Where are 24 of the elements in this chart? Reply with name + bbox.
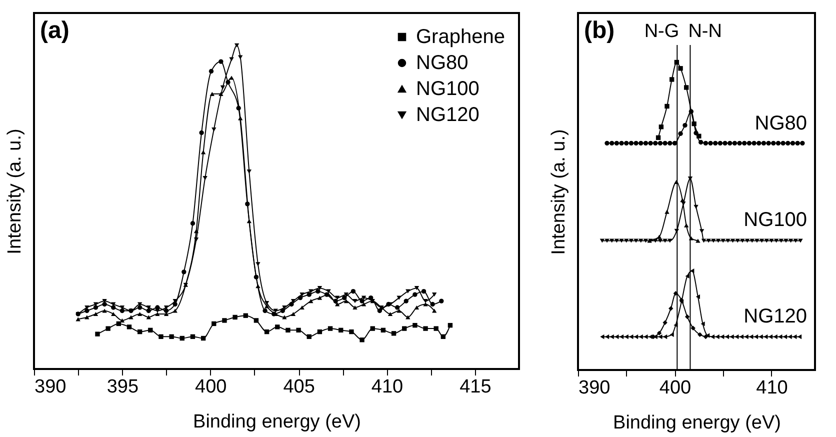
y-axis-title: Intensity (a. u.) — [548, 129, 570, 255]
chart-title: (a) — [40, 17, 70, 44]
x-tick-label: 415 — [460, 376, 492, 398]
annotation: NG100 — [744, 209, 807, 232]
ref-line-label: N-N — [688, 21, 722, 42]
x-tick-label: 395 — [106, 376, 139, 398]
x-tick-label: 400 — [195, 376, 227, 398]
ref-line-label: N-G — [644, 21, 680, 42]
legend-label: NG120 — [416, 104, 480, 126]
annotation: NG120 — [744, 305, 807, 328]
x-tick-label: 410 — [371, 376, 404, 398]
annotation: NG80 — [754, 112, 807, 135]
x-axis-title: Binding energy (eV) — [613, 412, 781, 434]
x-tick-label: 390 — [578, 378, 610, 398]
y-axis-title: Intensity (a. u.) — [4, 128, 26, 254]
x-axis-title: Binding energy (eV) — [193, 412, 361, 432]
legend-label: NG100 — [416, 78, 480, 100]
legend-label: Graphene — [416, 26, 505, 48]
x-tick-label: 400 — [659, 378, 692, 398]
x-tick-label: 405 — [283, 376, 315, 398]
x-tick-label: 390 — [34, 376, 66, 398]
chart-title: (b) — [584, 17, 615, 44]
legend-label: NG80 — [416, 52, 468, 74]
x-tick-label: 410 — [756, 378, 788, 398]
